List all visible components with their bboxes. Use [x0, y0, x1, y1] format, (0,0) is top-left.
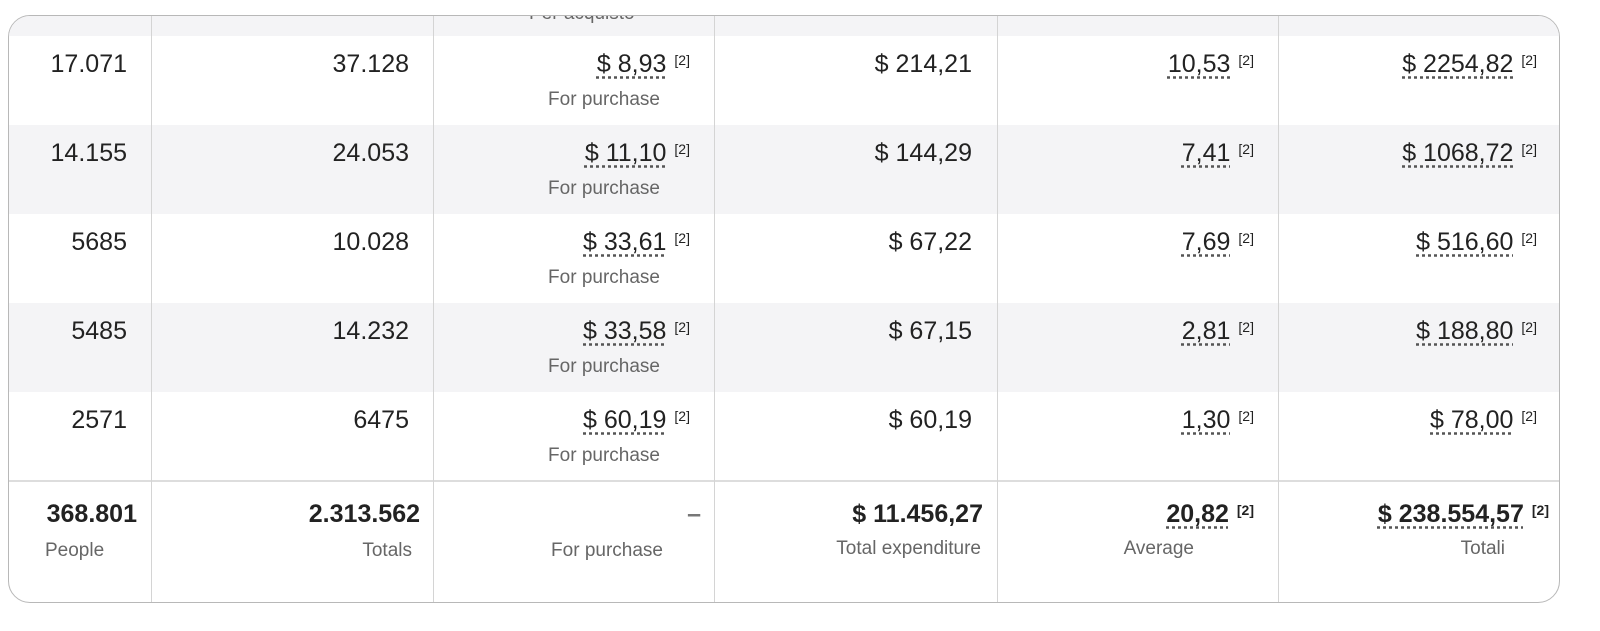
totals-value: 37.128	[332, 50, 409, 78]
total-per-purchase-label: For purchase	[551, 540, 663, 561]
per-purchase-value[interactable]: $ 8,93	[596, 50, 667, 78]
footnote-ref[interactable]: [2]	[674, 230, 690, 246]
table-row: 17.071 37.128 $ 8,93 [2] For purchase $ 21…	[9, 36, 1559, 125]
table-row: 5685 10.028 $ 33,61 [2] For purchase $ 67,…	[9, 214, 1559, 303]
footnote-ref[interactable]: [2]	[1238, 408, 1254, 424]
total-value[interactable]: $ 1068,72	[1402, 139, 1514, 167]
footnote-ref[interactable]: [2]	[1236, 502, 1254, 518]
per-purchase-value[interactable]: $ 11,10	[584, 139, 667, 167]
footnote-ref[interactable]: [2]	[1521, 52, 1537, 68]
total-people: 368.801	[46, 500, 137, 528]
total-total-label: Totali	[1460, 538, 1505, 559]
total-value[interactable]: $ 516,60	[1416, 228, 1514, 256]
average-value[interactable]: 7,41	[1181, 139, 1231, 167]
table-row: 2571 6475 $ 60,19 [2] For purchase $ 60,19…	[9, 392, 1559, 481]
footnote-ref[interactable]: [2]	[1521, 408, 1537, 424]
footnote-ref[interactable]: [2]	[674, 408, 690, 424]
per-purchase-label: For purchase	[548, 445, 660, 466]
people-value: 17.071	[50, 50, 127, 78]
expenditure-value: $ 60,19	[888, 406, 972, 434]
total-expenditure: $ 11.456,27	[852, 500, 983, 528]
table-header: Per acquisto	[9, 16, 1559, 36]
totals-row: 368.801 People 2.313.562 Totals – For purch…	[9, 480, 1559, 602]
expenditure-value: $ 67,22	[888, 228, 972, 256]
total-value[interactable]: $ 78,00	[1430, 406, 1514, 434]
average-value[interactable]: 7,69	[1181, 228, 1231, 256]
per-purchase-label: For purchase	[548, 178, 660, 199]
per-purchase-value[interactable]: $ 60,19	[583, 406, 667, 434]
totals-value: 10.028	[332, 228, 409, 256]
totals-value: 6475	[353, 406, 409, 434]
footnote-ref[interactable]: [2]	[1238, 230, 1254, 246]
total-expenditure-label: Total expenditure	[836, 538, 981, 559]
expenditure-value: $ 144,29	[874, 139, 972, 167]
total-average-label: Average	[1123, 538, 1194, 559]
footnote-ref[interactable]: [2]	[1238, 141, 1254, 157]
per-purchase-value[interactable]: $ 33,58	[583, 317, 667, 345]
footnote-ref[interactable]: [2]	[674, 52, 690, 68]
total-average[interactable]: 20,82	[1166, 500, 1229, 528]
total-totals: 2.313.562	[308, 500, 420, 528]
table-row: 14.155 24.053 $ 11,10 [2] For purchase $ 1…	[9, 125, 1559, 214]
per-purchase-label: For purchase	[548, 89, 660, 110]
total-people-label: People	[45, 540, 105, 561]
people-value: 14.155	[50, 139, 127, 167]
footnote-ref[interactable]: [2]	[1521, 230, 1537, 246]
totals-value: 14.232	[332, 317, 409, 345]
expenditure-value: $ 214,21	[874, 50, 972, 78]
results-table: Per acquisto 17.071 37.128 $ 8,93 [2] For …	[8, 15, 1560, 603]
people-value: 5685	[71, 228, 127, 256]
total-per-purchase: –	[687, 500, 701, 528]
footnote-ref[interactable]: [2]	[674, 141, 690, 157]
footnote-ref[interactable]: [2]	[1238, 319, 1254, 335]
footnote-ref[interactable]: [2]	[1521, 141, 1537, 157]
footnote-ref[interactable]: [2]	[1531, 502, 1549, 518]
people-value: 2571	[71, 406, 127, 434]
totals-value: 24.053	[332, 139, 409, 167]
footnote-ref[interactable]: [2]	[1521, 319, 1537, 335]
total-value[interactable]: $ 2254,82	[1402, 50, 1514, 78]
per-purchase-value[interactable]: $ 33,61	[583, 228, 667, 256]
header-label-per-purchase: Per acquisto	[529, 16, 635, 25]
total-value[interactable]: $ 188,80	[1416, 317, 1514, 345]
people-value: 5485	[71, 317, 127, 345]
expenditure-value: $ 67,15	[888, 317, 972, 345]
average-value[interactable]: 1,30	[1181, 406, 1231, 434]
footnote-ref[interactable]: [2]	[1238, 52, 1254, 68]
total-total[interactable]: $ 238.554,57	[1377, 500, 1524, 528]
average-value[interactable]: 10,53	[1167, 50, 1231, 78]
total-totals-label: Totals	[362, 540, 412, 561]
per-purchase-label: For purchase	[548, 267, 660, 288]
table-row: 5485 14.232 $ 33,58 [2] For purchase $ 67,…	[9, 303, 1559, 392]
per-purchase-label: For purchase	[548, 356, 660, 377]
average-value[interactable]: 2,81	[1181, 317, 1231, 345]
footnote-ref[interactable]: [2]	[674, 319, 690, 335]
